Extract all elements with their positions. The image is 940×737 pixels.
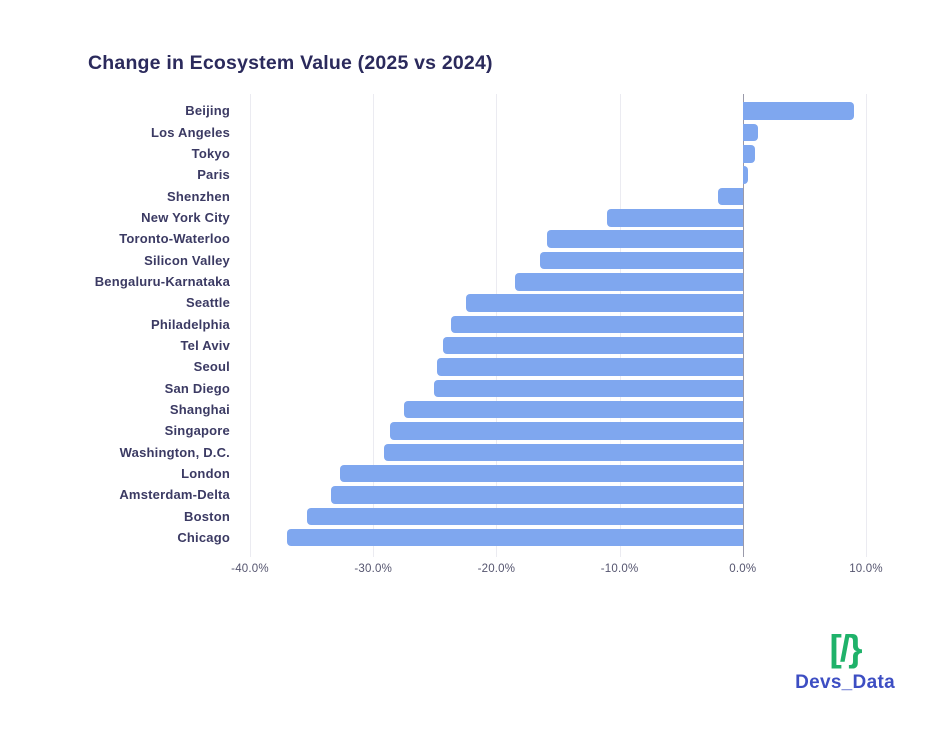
- chart-title: Change in Ecosystem Value (2025 vs 2024): [88, 52, 493, 74]
- category-label: Amsterdam-Delta: [119, 487, 230, 503]
- category-label: Boston: [184, 508, 230, 524]
- category-label: Paris: [197, 167, 230, 183]
- bar: [718, 187, 743, 206]
- category-label: Beijing: [185, 103, 230, 119]
- bar: [742, 145, 756, 163]
- bar: [465, 294, 743, 312]
- x-tick-label: -40.0%: [231, 563, 269, 575]
- category-label: Philadelphia: [151, 316, 230, 332]
- bar: [404, 400, 743, 419]
- bar: [390, 422, 743, 440]
- x-tick-label: 0.0%: [729, 563, 757, 575]
- bar: [539, 251, 743, 270]
- category-label: Chicago: [177, 529, 230, 545]
- category-label: Tel Aviv: [180, 337, 230, 353]
- bar: [433, 379, 743, 398]
- brand-name: Devs_Data: [795, 672, 895, 693]
- category-label: Toronto-Waterloo: [119, 231, 230, 247]
- gridline: [250, 94, 251, 557]
- category-label: New York City: [141, 210, 230, 225]
- bar: [742, 123, 758, 142]
- category-label: Tokyo: [191, 146, 230, 161]
- x-tick-label: 10.0%: [849, 563, 883, 575]
- bar: [450, 315, 743, 334]
- category-label: Los Angeles: [150, 124, 230, 140]
- x-tick-label: -30.0%: [354, 563, 392, 575]
- bar: [437, 358, 743, 376]
- gridline: [866, 94, 867, 557]
- bar: [306, 507, 743, 526]
- bar: [742, 166, 748, 184]
- gridline: [373, 94, 375, 557]
- category-label: Seoul: [193, 359, 230, 375]
- bar: [607, 209, 743, 227]
- bar: [514, 273, 743, 291]
- plot-area: [250, 94, 867, 557]
- x-tick-label: -10.0%: [600, 563, 639, 575]
- bar: [546, 230, 743, 248]
- brand-logo: [/} Devs_Data: [770, 628, 920, 694]
- category-label: San Diego: [164, 380, 230, 396]
- bar: [742, 102, 854, 120]
- category-label: Shanghai: [169, 401, 230, 417]
- bar: [287, 528, 743, 547]
- category-label: Bengaluru-Karnataka: [94, 274, 230, 289]
- x-tick-label: -20.0%: [477, 563, 516, 575]
- category-label: Shenzhen: [167, 188, 230, 204]
- category-label: Silicon Valley: [144, 252, 230, 268]
- zero-gridline: [742, 94, 744, 557]
- bar: [443, 336, 743, 355]
- category-label: Washington, D.C.: [119, 444, 230, 460]
- category-label: Seattle: [185, 295, 230, 311]
- bar: [384, 443, 743, 462]
- category-label: London: [181, 465, 230, 481]
- category-label: Singapore: [164, 423, 230, 439]
- bar: [339, 464, 743, 483]
- code-brackets-icon: [/}: [829, 628, 863, 669]
- bar: [331, 486, 743, 504]
